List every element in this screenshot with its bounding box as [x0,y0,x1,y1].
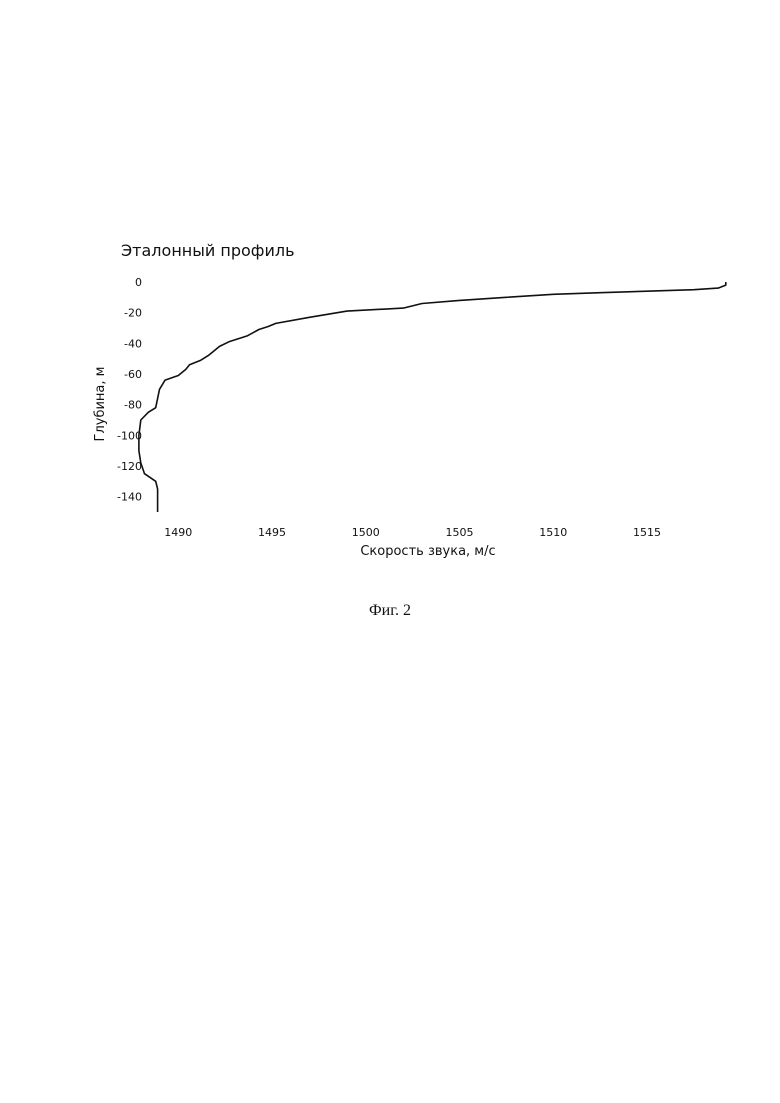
x-tick-labels: 1490 1495 1500 1505 1510 1515 [164,526,661,539]
x-tick-label: 1490 [164,526,192,539]
sound-speed-profile-chart: Эталонный профиль 1490 1495 1500 1505 1510 15… [0,0,780,620]
x-axis-label: Скорость звука, м/с [360,544,495,559]
x-tick-label: 1515 [633,526,661,539]
x-tick-label: 1500 [352,526,380,539]
y-tick-label: -20 [124,307,142,320]
y-tick-label: -140 [117,491,142,504]
y-tick-label: -80 [124,399,142,412]
series-line-profile [139,282,726,512]
x-tick-label: 1510 [539,526,567,539]
y-tick-label: -120 [117,460,142,473]
figure-caption: Фиг. 2 [0,602,780,620]
chart-title: Эталонный профиль [121,241,295,260]
chart-area: Эталонный профиль 1490 1495 1500 1505 1510 15… [0,0,780,620]
y-tick-label: -60 [124,368,142,381]
y-tick-label: 0 [135,276,142,289]
y-axis-label: Глубина, м [93,367,108,442]
x-tick-label: 1505 [446,526,474,539]
y-tick-labels: 0-20-40-60-80-100-120-140 [117,276,142,504]
y-tick-label: -40 [124,337,142,350]
x-tick-label: 1495 [258,526,286,539]
